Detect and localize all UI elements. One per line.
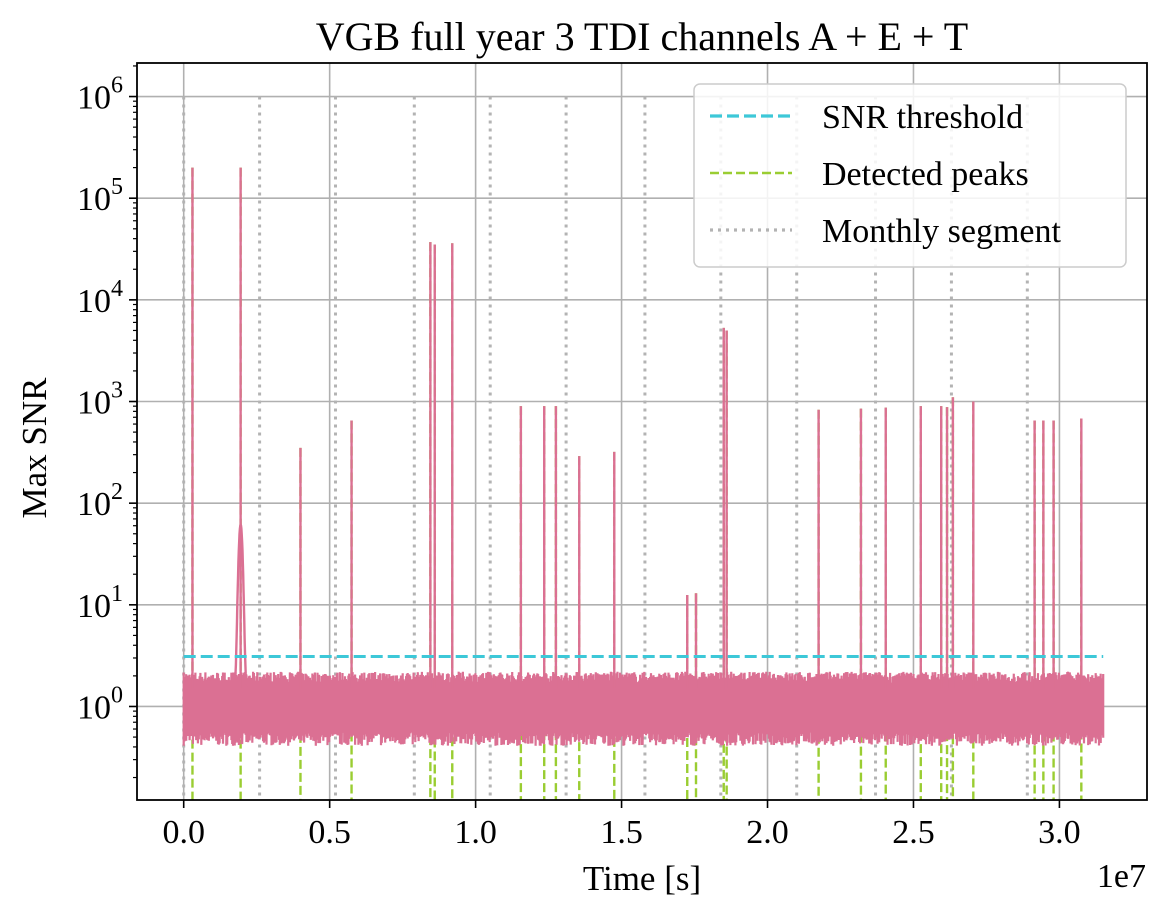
x-tick-label: 0.5 [308,814,351,851]
y-tick-label: 103 [77,378,123,422]
y-tick-label: 100 [77,682,123,726]
y-tick-label: 104 [77,276,123,320]
legend-label-snr-threshold: SNR threshold [822,99,1023,136]
legend-label-monthly-segment: Monthly segment [822,213,1061,250]
snr-noise-band [182,671,1105,746]
y-axis-label: Max SNR [15,377,54,519]
y-tick-label: 105 [77,174,123,218]
legend-box [693,83,1127,268]
x-tick-label: 2.0 [746,814,789,851]
x-tick-label: 1.0 [454,814,497,851]
legend: SNR threshold Detected peaks Monthly seg… [693,83,1127,268]
x-axis-label: Time [s] [583,859,701,898]
y-tick-label: 106 [77,73,123,117]
max-snr-series [182,167,1105,746]
plot-frame [136,62,1148,801]
x-tick-label: 3.0 [1038,814,1081,851]
x-tick-label: 0.0 [162,814,205,851]
y-tick-label: 101 [77,581,123,625]
x-tick-label: 1.5 [600,814,643,851]
axis-ticks: 0.0 0.5 1.0 1.5 2.0 2.5 3.0 100 101 102 103 104 105 1… [77,65,1081,851]
y-tick-label: 102 [77,479,123,523]
x-offset-label: 1e7 [1097,858,1146,895]
legend-label-detected-peaks: Detected peaks [822,156,1029,193]
x-tick-label: 2.5 [892,814,935,851]
chart-title: VGB full year 3 TDI channels A + E + T [316,14,968,59]
